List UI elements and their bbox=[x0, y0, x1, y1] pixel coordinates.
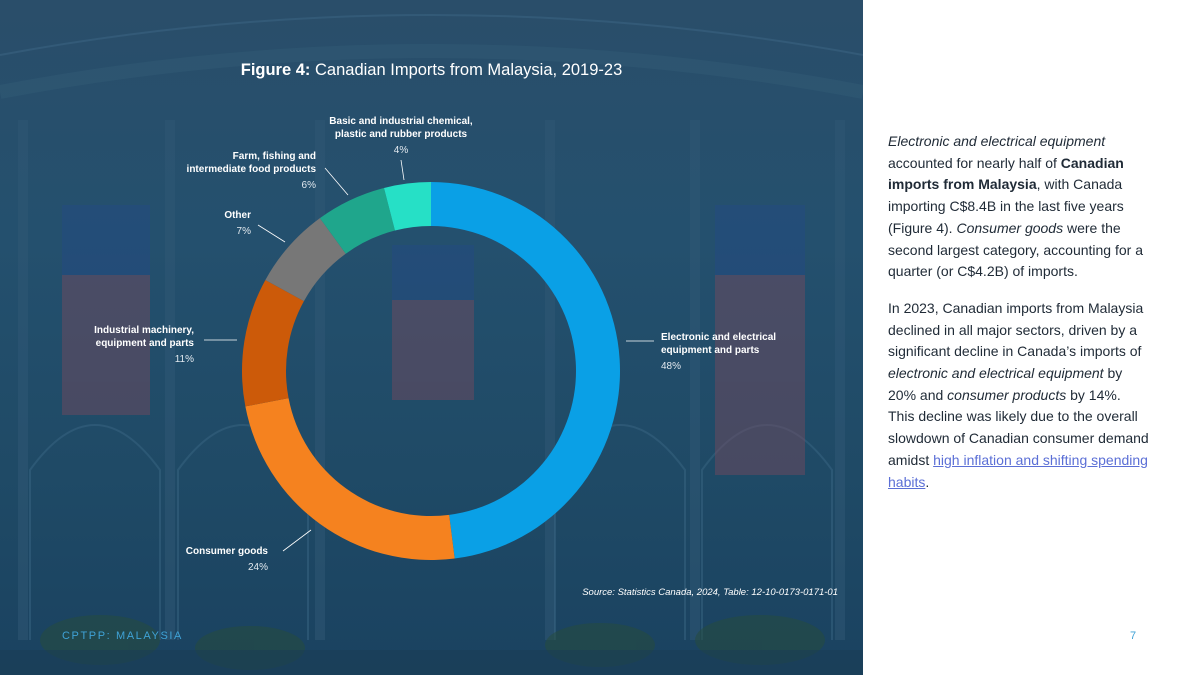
slice-pct-chemical: 4% bbox=[393, 145, 409, 156]
slice-pct-farm: 6% bbox=[301, 180, 316, 191]
donut-slice-other bbox=[265, 218, 346, 302]
leader-line-other bbox=[257, 224, 286, 243]
leader-line-consumer bbox=[282, 529, 312, 552]
donut-chart bbox=[204, 159, 654, 560]
slice-label-other: Other 7% bbox=[180, 209, 251, 238]
leader-line-chemical bbox=[400, 159, 405, 181]
slice-label-electronic: Electronic and electrical equipment and p… bbox=[661, 332, 777, 372]
donut-slice-chemical bbox=[383, 182, 431, 231]
donut-slice-industrial bbox=[242, 279, 304, 407]
background-photo bbox=[0, 14, 863, 675]
slice-pct-industrial: 11% bbox=[174, 354, 194, 365]
figure-title: Figure 4: Canadian Imports from Malaysia… bbox=[240, 61, 623, 79]
donut-slice-electronic bbox=[431, 182, 621, 559]
page-number: 7 bbox=[1130, 630, 1137, 642]
slice-label-farm: Farm, fishing and intermediate food produ… bbox=[150, 150, 316, 192]
slice-label-chemical: Basic and industrial chemical, plastic an… bbox=[305, 115, 497, 157]
body-text: Electronic and electrical equipment acco… bbox=[888, 131, 1150, 508]
paragraph-2: In 2023, Canadian imports from Malaysia … bbox=[888, 299, 1149, 490]
slice-pct-electronic: 48% bbox=[661, 361, 682, 372]
slice-label-consumer: Consumer goods 24% bbox=[170, 545, 268, 574]
slice-pct-other: 7% bbox=[236, 226, 251, 237]
footer-label: CPTPP: MALAYSIA bbox=[62, 630, 183, 642]
paragraph-1: Electronic and electrical equipment acco… bbox=[888, 133, 1144, 280]
leader-lines bbox=[204, 159, 654, 552]
source-note: Source: Statistics Canada, 2024, Table: … bbox=[582, 587, 838, 598]
slice-label-industrial: Industrial machinery, equipment and parts… bbox=[60, 324, 194, 366]
figure-panel: Figure 4: Canadian Imports from Malaysia… bbox=[0, 0, 863, 675]
text-panel bbox=[863, 0, 1200, 675]
slice-pct-consumer: 24% bbox=[247, 562, 268, 573]
donut-slice-consumer bbox=[245, 398, 455, 560]
donut-slice-farm bbox=[319, 187, 395, 254]
inflation-link[interactable]: high inflation and shifting spending hab… bbox=[888, 451, 1148, 490]
leader-line-farm bbox=[324, 167, 349, 196]
